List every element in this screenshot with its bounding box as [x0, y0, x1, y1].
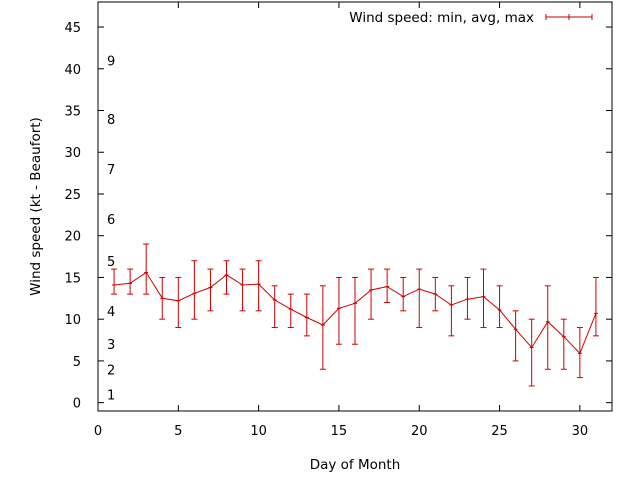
beaufort-label: 7: [107, 163, 115, 178]
x-tick-label: 30: [572, 424, 589, 439]
y-tick-label: 30: [64, 146, 81, 161]
beaufort-label: 9: [107, 54, 115, 69]
beaufort-label: 1: [107, 388, 115, 403]
y-tick-label: 0: [73, 397, 81, 412]
plot-border: [97, 1, 613, 412]
y-tick-label: 10: [64, 313, 81, 328]
x-tick-label: 10: [250, 424, 267, 439]
beaufort-label: 3: [107, 338, 115, 353]
beaufort-label: 4: [107, 305, 115, 320]
beaufort-label: 2: [107, 363, 115, 378]
beaufort-label: 6: [107, 213, 115, 228]
legend: Wind speed: min, avg, max: [349, 10, 593, 26]
x-tick-label: 5: [174, 424, 182, 439]
y-tick-label: 15: [64, 271, 81, 286]
y-tick-label: 45: [64, 21, 81, 36]
y-tick-label: 20: [64, 230, 81, 245]
y-tick-label: 35: [64, 105, 81, 120]
y-tick-label: 25: [64, 188, 81, 203]
x-tick-label: 20: [411, 424, 428, 439]
y-tick-label: 40: [64, 63, 81, 78]
plot-frame: [97, 1, 613, 412]
x-tick-label: 25: [491, 424, 508, 439]
beaufort-label: 5: [107, 255, 115, 270]
x-tick-label: 0: [94, 424, 102, 439]
legend-label: Wind speed: min, avg, max: [349, 10, 534, 26]
y-tick-label: 5: [73, 355, 81, 370]
x-axis-title: Day of Month: [310, 457, 401, 473]
series-layer: [111, 243, 599, 387]
beaufort-labels: 1 2 3 4 5 6 7 8 9: [107, 54, 115, 403]
y-axis-title: Wind speed (kt - Beaufort): [28, 117, 44, 296]
x-tick-label: 15: [331, 424, 348, 439]
beaufort-label: 8: [107, 113, 115, 128]
